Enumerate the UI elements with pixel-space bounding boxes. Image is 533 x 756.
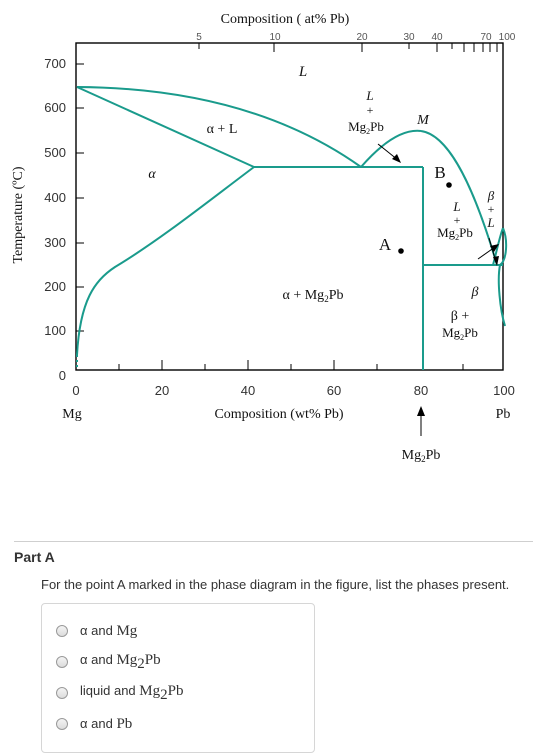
radio-button[interactable] (56, 718, 68, 730)
option-formula-tail: Pb (167, 682, 184, 699)
svg-text:Mg2Pb: Mg2Pb (402, 448, 441, 464)
y-tick-label: 0 (59, 368, 66, 383)
pb-end-label: Pb (496, 407, 511, 422)
top-tick-label: 30 (403, 32, 415, 43)
alpha-region-label: α (148, 167, 156, 182)
plot-frame (75, 42, 504, 371)
option-1[interactable]: α and Mg (56, 620, 137, 642)
y-axis-title: Temperature (ºC) (11, 166, 26, 263)
maximum-point-label: M (416, 113, 430, 128)
top-tick-label: 20 (356, 32, 368, 43)
point-b-marker (446, 182, 452, 188)
mg-end-label: Mg (62, 407, 81, 422)
y-tick-label: 400 (44, 190, 66, 205)
alpha-mg2pb-label: α + Mg2Pb (283, 288, 344, 304)
option-text: α and (80, 715, 117, 731)
x-tick-label: 0 (72, 383, 79, 398)
point-b-label: B (434, 163, 445, 182)
question-text: For the point A marked in the phase diag… (41, 577, 510, 592)
phase-diagram: Composition ( at% Pb) 5 10 20 30 40 70 1… (11, 12, 516, 464)
radio-button[interactable] (56, 656, 68, 668)
top-tick-label: 40 (431, 32, 443, 43)
l-mg2pb-plus-label: + (367, 103, 374, 117)
answer-options: α and Mg α and Mg2Pb liquid and Mg2Pb α … (41, 603, 315, 753)
liquid-region-label: L (298, 64, 307, 80)
beta-l-l-label: L (486, 215, 494, 230)
top-axis-title: Composition ( at% Pb) (221, 12, 350, 27)
point-a-marker (398, 248, 404, 254)
beta-mg2pb-beta-label: β + (451, 309, 470, 324)
top-tick-label: 70 (480, 32, 492, 43)
alpha-solvus (76, 166, 255, 356)
option-formula: Pb (116, 715, 133, 732)
alpha-solidus (76, 86, 255, 168)
beta-mg2pb-compound-label: Mg2Pb (442, 325, 478, 342)
y-tick-label: 600 (44, 100, 66, 115)
l-mg2pb-l-label: L (365, 88, 373, 103)
x-tick-label: 100 (493, 383, 515, 398)
y-tick-label: 300 (44, 235, 66, 250)
beta-l-plus-label: + (488, 202, 495, 216)
l-mg2pb-right-plus-label: + (454, 213, 461, 227)
top-tick-label: 5 (196, 32, 202, 43)
top-tick-label: 100 (499, 32, 516, 43)
beta-l-beta-label: β (487, 188, 495, 203)
option-subscript: 2 (160, 686, 168, 703)
beta-solvus (497, 227, 508, 327)
option-formula: Mg (139, 682, 161, 699)
y-tick-label: 700 (44, 56, 66, 71)
left-axis-tick-marks (76, 63, 84, 332)
y-tick-label: 200 (44, 279, 66, 294)
mg2pb-compound-marker: Mg2Pb (402, 406, 441, 464)
option-4[interactable]: α and Pb (56, 713, 132, 735)
mg2pb-right-liquidus (420, 130, 498, 266)
radio-button[interactable] (56, 625, 68, 637)
top-tick-label: 10 (269, 32, 281, 43)
l-mg2pb-right-compound-label: Mg2Pb (437, 225, 473, 242)
radio-button[interactable] (56, 687, 68, 699)
alpha-liquidus (76, 86, 362, 168)
option-text: α and (80, 622, 117, 638)
option-3[interactable]: liquid and Mg2Pb (56, 682, 183, 704)
l-mg2pb-compound-label: Mg2Pb (348, 119, 384, 136)
mg2pb-left-liquidus (360, 129, 422, 168)
top-axis-tick-marks (198, 43, 498, 52)
bottom-axis-title: Composition (wt% Pb) (214, 407, 343, 422)
option-formula: Mg (116, 651, 138, 668)
option-formula-tail: Pb (144, 651, 161, 668)
x-tick-label: 80 (414, 383, 428, 398)
alpha-plus-liquid-label: α + L (207, 122, 238, 137)
y-tick-label: 500 (44, 145, 66, 160)
x-tick-label: 60 (327, 383, 341, 398)
beta-liquidus (492, 227, 504, 266)
point-a-label: A (379, 235, 392, 254)
option-text: liquid and (80, 682, 140, 698)
y-tick-label: 100 (44, 323, 66, 338)
x-tick-label: 20 (155, 383, 169, 398)
l-mg2pb-right-l-label: L (452, 199, 460, 214)
section-divider (14, 541, 533, 542)
label-arrows (377, 143, 497, 263)
phase-boundaries (76, 86, 508, 370)
option-subscript: 2 (137, 655, 145, 672)
option-2[interactable]: α and Mg2Pb (56, 651, 161, 673)
part-title: Part A (14, 549, 55, 565)
beta-region-label: β (471, 285, 479, 300)
x-tick-label: 40 (241, 383, 255, 398)
option-formula: Mg (116, 622, 138, 639)
option-text: α and (80, 651, 117, 667)
bottom-axis-tick-marks (118, 360, 464, 370)
